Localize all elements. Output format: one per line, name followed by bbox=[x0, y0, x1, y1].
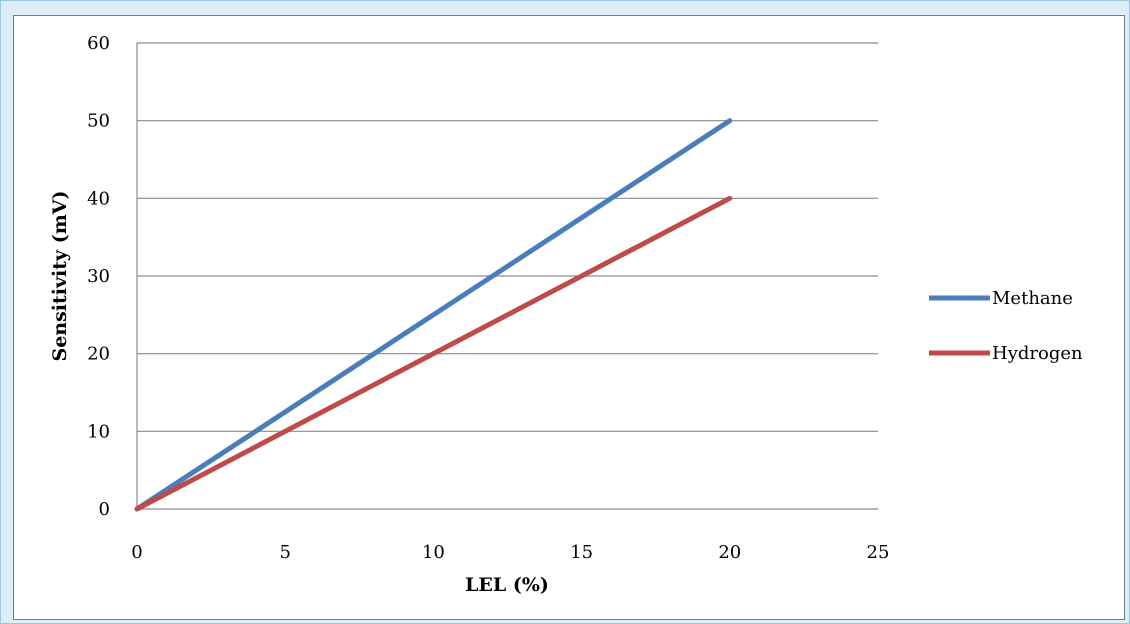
legend: Methane Hydrogen bbox=[929, 288, 1083, 364]
x-axis-title: LEL (%) bbox=[465, 574, 549, 596]
x-tick-label: 25 bbox=[867, 542, 890, 563]
series-line-hydrogen bbox=[134, 195, 733, 512]
legend-label: Hydrogen bbox=[992, 343, 1083, 364]
y-tick-label: 0 bbox=[99, 499, 110, 520]
y-tick-label: 50 bbox=[87, 111, 110, 132]
tick-labels: 0 10 20 30 40 50 60 0 5 10 15 20 25 bbox=[87, 33, 889, 563]
y-tick-label: 20 bbox=[87, 344, 110, 365]
series-lines bbox=[134, 118, 733, 512]
x-tick-label: 20 bbox=[718, 542, 741, 563]
y-tick-label: 10 bbox=[87, 421, 110, 442]
x-tick-label: 0 bbox=[131, 542, 142, 563]
y-axis-title: Sensitivity (mV) bbox=[49, 190, 71, 361]
x-tick-label: 5 bbox=[279, 542, 290, 563]
legend-label: Methane bbox=[992, 288, 1073, 309]
gridlines bbox=[136, 42, 878, 510]
x-tick-label: 15 bbox=[570, 542, 593, 563]
series-line-methane bbox=[134, 118, 733, 512]
x-tick-label: 10 bbox=[422, 542, 445, 563]
y-tick-label: 60 bbox=[87, 33, 110, 54]
chart-panel bbox=[13, 15, 1125, 620]
y-tick-label: 40 bbox=[87, 188, 110, 209]
y-tick-label: 30 bbox=[87, 266, 110, 287]
